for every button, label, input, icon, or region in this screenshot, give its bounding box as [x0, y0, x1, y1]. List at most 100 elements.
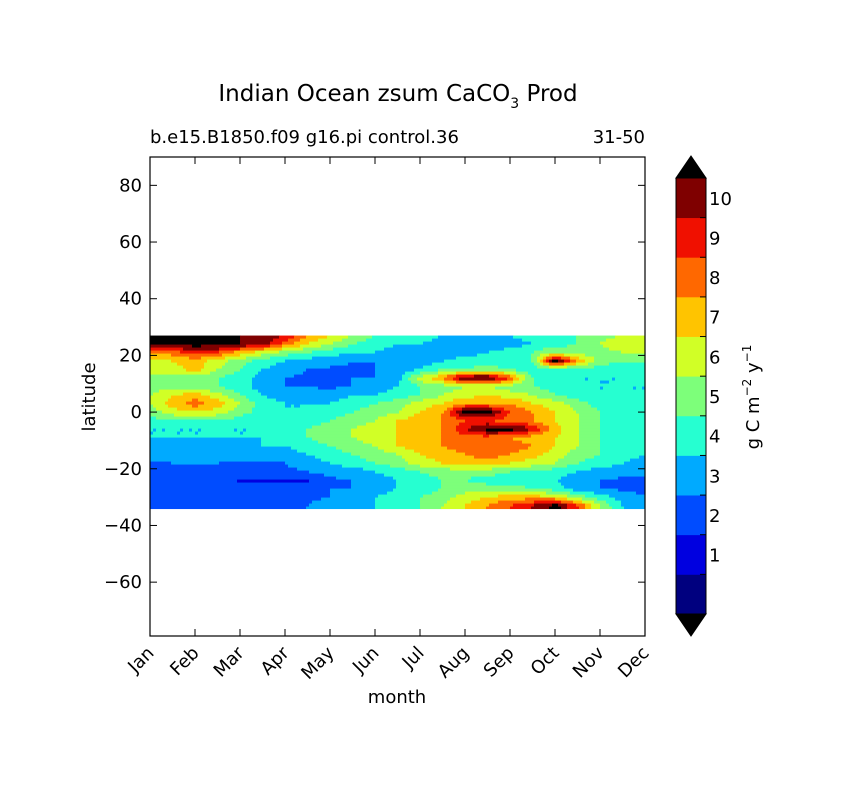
contour-cell: [183, 392, 202, 397]
contour-cell: [540, 362, 544, 367]
contour-cell: [555, 419, 580, 424]
contour-cell: [606, 338, 645, 343]
contour-cell: [579, 416, 601, 421]
contour-cell: [159, 389, 211, 394]
contour-cell: [291, 404, 295, 409]
contour-cell: [240, 431, 244, 436]
contour-cell: [552, 503, 559, 508]
contour-cell: [531, 359, 538, 364]
colorbar-extend-bottom: [675, 613, 707, 637]
contour-cell: [150, 413, 175, 418]
contour-cell: [522, 398, 553, 403]
contour-cell: [150, 395, 172, 400]
contour-cell: [306, 506, 376, 510]
contour-cell: [396, 422, 442, 427]
contour-cell: [453, 377, 460, 382]
contour-cell: [531, 356, 538, 361]
contour-cell: [408, 377, 418, 382]
contour-cell: [576, 446, 601, 451]
contour-cell: [168, 404, 193, 409]
contour-cell: [588, 362, 610, 367]
contour-cell: [507, 413, 535, 418]
contour-cell: [567, 464, 613, 469]
contour-cell: [564, 362, 577, 367]
contour-cell: [318, 338, 343, 343]
contour-cell: [441, 506, 466, 510]
contour-cell: [600, 422, 645, 427]
contour-cell: [285, 461, 331, 466]
contour-cell: [291, 446, 337, 451]
contour-cell: [204, 362, 226, 367]
contour-cell: [534, 500, 562, 505]
contour-cell: [498, 374, 511, 379]
contour-cell: [462, 410, 493, 415]
contour-cell: [585, 458, 631, 463]
contour-cell: [396, 419, 442, 424]
contour-cell: [525, 425, 538, 430]
colorbar-label-exp2: −1: [740, 345, 754, 363]
contour-cell: [441, 437, 514, 442]
contour-cell: [426, 407, 448, 412]
contour-cell: [348, 344, 394, 349]
contour-cell: [555, 497, 568, 502]
contour-cell: [270, 344, 283, 349]
x-tick-label: May: [297, 642, 338, 683]
contour-cell: [534, 419, 556, 424]
contour-cell: [219, 398, 235, 403]
contour-cell: [438, 488, 553, 493]
contour-cell: [276, 398, 340, 403]
contour-cell: [213, 407, 235, 412]
contour-cell: [549, 407, 574, 412]
contour-cell: [246, 362, 277, 367]
contour-cell: [543, 431, 562, 436]
colorbar-tick-label: 6: [709, 347, 720, 368]
contour-cell: [150, 362, 178, 367]
contour-cell: [420, 452, 466, 457]
contour-cell: [600, 380, 610, 385]
contour-cell: [564, 401, 589, 406]
contour-cell: [150, 458, 322, 463]
contour-cell: [603, 344, 645, 349]
contour-cell: [621, 350, 645, 355]
contour-cell: [399, 410, 421, 415]
contour-cell: [279, 350, 313, 355]
contour-cell: [600, 386, 604, 391]
colorbar-band: [676, 574, 706, 615]
contour-cell: [570, 449, 601, 454]
contour-cell: [240, 341, 271, 346]
contour-cell: [531, 353, 541, 358]
contour-cell: [522, 440, 556, 445]
contour-cell: [573, 488, 619, 493]
contour-cell: [579, 431, 601, 436]
contour-cell: [219, 383, 253, 388]
contour-cell: [171, 395, 211, 400]
contour-cell: [489, 350, 535, 355]
contour-cell: [357, 425, 397, 430]
contour-cell: [567, 344, 604, 349]
contour-cell: [285, 359, 445, 364]
contour-cell: [240, 368, 262, 373]
y-axis-label: latitude: [79, 362, 100, 431]
contour-cell: [315, 455, 361, 460]
contour-cell: [378, 392, 421, 397]
contour-cell: [579, 425, 601, 430]
contour-cell: [495, 473, 568, 478]
contour-cell: [285, 377, 352, 382]
contour-cell: [402, 374, 412, 379]
contour-cell: [150, 338, 241, 343]
colorbar-band: [676, 455, 706, 496]
contour-cell: [375, 500, 421, 505]
colorbar-tick-label: 5: [709, 387, 720, 408]
contour-cell: [222, 392, 241, 397]
contour-cell: [246, 356, 271, 361]
contour-cell: [579, 356, 595, 361]
contour-cell: [351, 434, 397, 439]
contour-cell: [600, 425, 645, 430]
contour-cell: [561, 425, 580, 430]
chart-title: Indian Ocean zsum CaCO3 Prod: [218, 81, 577, 112]
contour-cell: [375, 503, 421, 508]
y-axis: 80 60 40 20 0 −20 −40 −60: [104, 175, 645, 593]
contour-cell: [534, 350, 622, 355]
colorbar-band: [676, 336, 706, 377]
contour-cell: [507, 377, 514, 382]
